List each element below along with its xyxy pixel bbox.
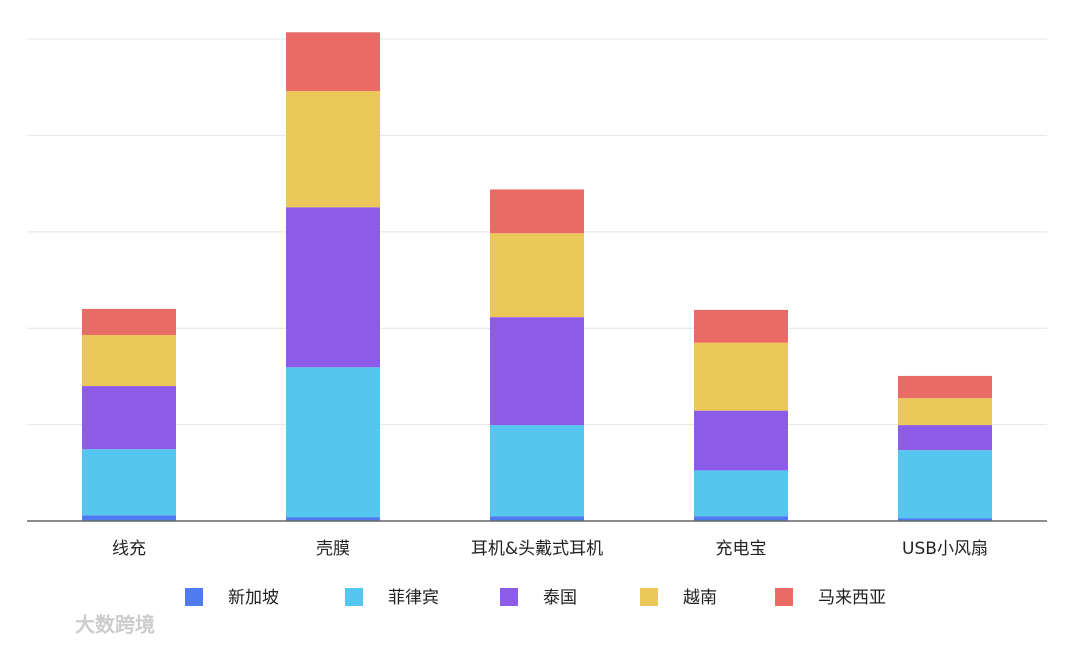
legend-label: 新加坡 [228, 588, 279, 608]
x-tick-label: 壳膜 [316, 539, 350, 559]
bar-segment [286, 517, 380, 521]
bar-segment [82, 386, 176, 450]
bar-segment [286, 91, 380, 208]
bar-segment [898, 375, 992, 399]
bar-segment [898, 425, 992, 451]
x-tick-label: 耳机&头戴式耳机 [471, 539, 603, 559]
bar-segment [694, 342, 788, 411]
x-tick-label: USB小风扇 [902, 539, 988, 559]
x-tick-label: 充电宝 [716, 539, 767, 559]
bar-segment [82, 449, 176, 516]
bar-segment [490, 189, 584, 234]
legend-label: 菲律宾 [388, 588, 439, 608]
bar-segment [898, 398, 992, 426]
bar-segment [490, 516, 584, 521]
bar-segment [490, 425, 584, 517]
bar-segment [286, 207, 380, 368]
bar-segment [490, 233, 584, 318]
bar-segment [490, 317, 584, 426]
legend-swatch [775, 588, 793, 606]
legend-label: 泰国 [543, 588, 577, 608]
bar-segment [694, 516, 788, 521]
legend-label: 越南 [683, 588, 717, 608]
bar-segment [82, 515, 176, 521]
bar-segment [898, 450, 992, 519]
bar-segment [694, 309, 788, 343]
bar-segment [898, 518, 992, 521]
bar-segment [694, 410, 788, 471]
legend-label: 马来西亚 [818, 588, 886, 608]
watermark: 大数跨境 [75, 613, 155, 637]
bar-segment [286, 367, 380, 518]
legend-swatch [185, 588, 203, 606]
x-tick-label: 线充 [112, 539, 146, 559]
legend-swatch [640, 588, 658, 606]
legend-swatch [500, 588, 518, 606]
bar-segment [286, 32, 380, 92]
bar-segment [82, 308, 176, 335]
bar-segment [82, 334, 176, 387]
bar-segment [694, 470, 788, 517]
legend-swatch [345, 588, 363, 606]
